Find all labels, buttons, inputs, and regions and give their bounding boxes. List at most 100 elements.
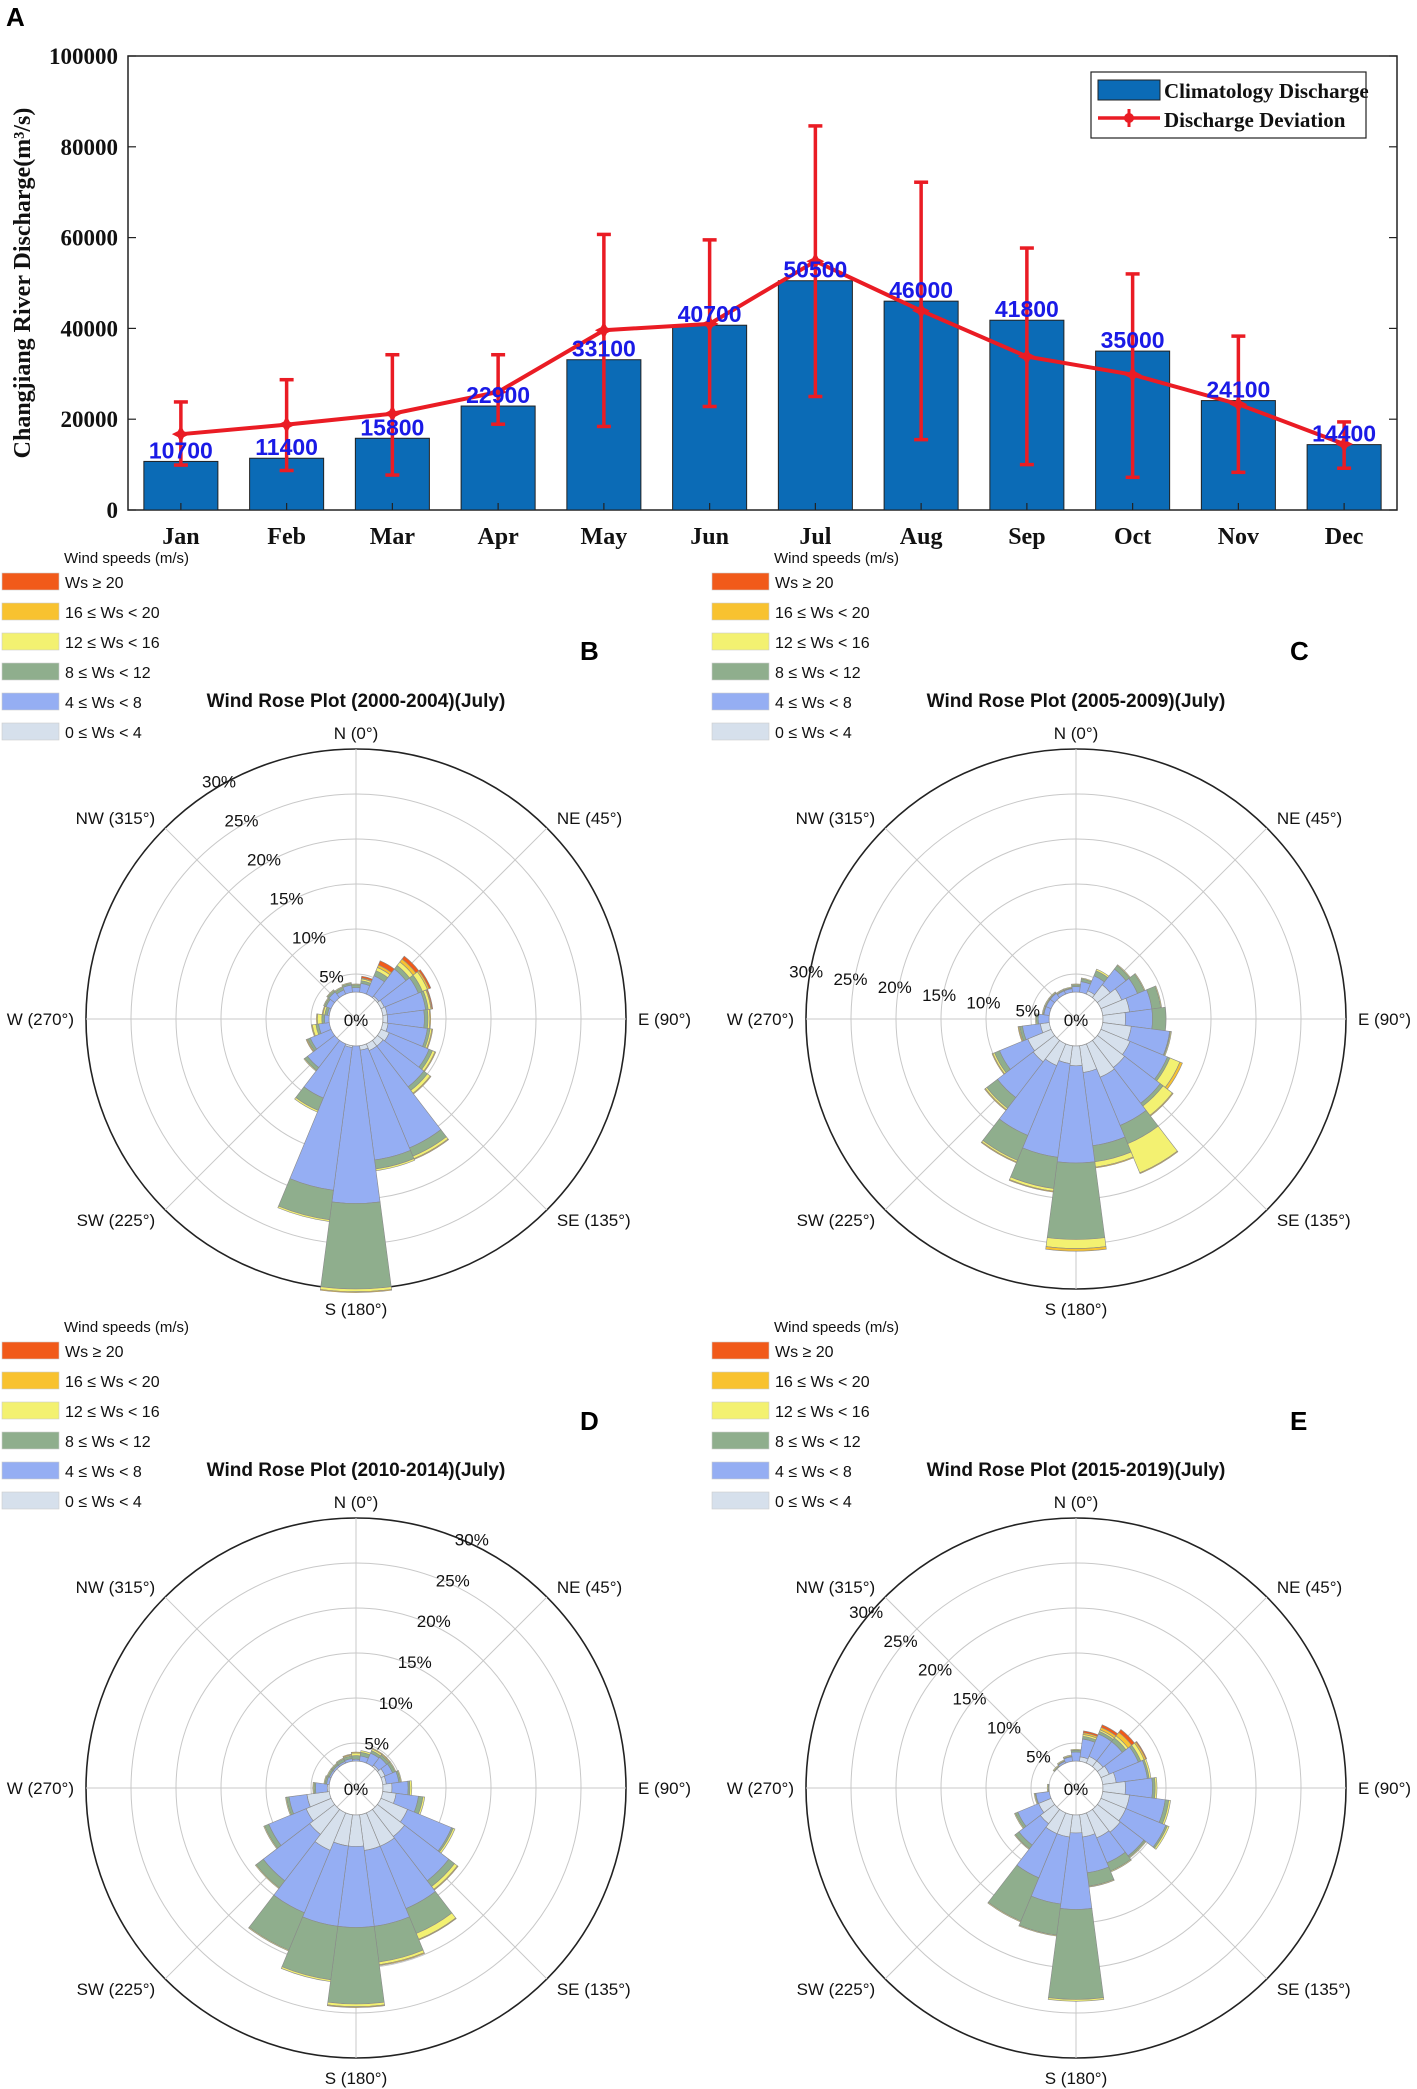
deviation-marker xyxy=(1229,395,1248,414)
deviation-marker xyxy=(1017,347,1036,366)
compass-label: S (180°) xyxy=(1045,2069,1108,2088)
x-tick-label: Nov xyxy=(1218,524,1259,550)
compass-label: N (0°) xyxy=(334,724,379,743)
bar-value-label: 41800 xyxy=(995,296,1059,322)
legend-label: Ws ≥ 20 xyxy=(65,1344,124,1361)
legend-swatch xyxy=(1,692,60,711)
legend-swatch xyxy=(1,632,60,651)
legend-swatch xyxy=(711,632,770,651)
wind-sector xyxy=(324,1014,330,1024)
wind-sector xyxy=(1047,1997,1105,2002)
ring-label: 10% xyxy=(966,994,1000,1013)
bar xyxy=(1306,444,1382,511)
wind-sector xyxy=(327,2004,385,2008)
ring-label: 5% xyxy=(364,1735,389,1754)
compass-label: SE (135°) xyxy=(1277,1980,1351,1999)
legend-swatch xyxy=(711,1401,770,1420)
legend-swatch xyxy=(1,602,60,621)
compass-label: E (90°) xyxy=(1358,1010,1411,1029)
legend-title: Wind speeds (m/s) xyxy=(64,550,189,567)
legend-label: 12 ≤ Ws < 16 xyxy=(65,635,160,652)
wind-rose-panel-b: Wind speeds (m/s) Ws ≥ 20 16 ≤ Ws < 20 12 ≤… xyxy=(1,550,691,1319)
panel-letter-c: C xyxy=(1290,636,1309,666)
deviation-marker xyxy=(700,314,719,333)
x-tick-label: Jul xyxy=(799,524,831,550)
wind-sector xyxy=(351,1755,361,1760)
compass-label: E (90°) xyxy=(638,1010,691,1029)
legend-label: 8 ≤ Ws < 12 xyxy=(65,1434,151,1451)
legend-label: 12 ≤ Ws < 16 xyxy=(775,635,870,652)
wind-sector xyxy=(984,1088,1007,1111)
compass-label: SW (225°) xyxy=(797,1211,876,1230)
compass-label: NW (315°) xyxy=(796,1578,876,1597)
wind-sector xyxy=(1014,1812,1025,1829)
ring-label: 10% xyxy=(379,1694,413,1713)
compass-label: N (0°) xyxy=(1054,1493,1099,1512)
legend-swatch xyxy=(1,572,60,591)
legend-title: Wind speeds (m/s) xyxy=(774,1319,899,1336)
compass-label: SW (225°) xyxy=(797,1980,876,1999)
legend-label: 8 ≤ Ws < 12 xyxy=(65,665,151,682)
wind-sector xyxy=(351,987,361,993)
compass-label: W (270°) xyxy=(727,1010,794,1029)
wind-speed-legend: Wind speeds (m/s) Ws ≥ 20 16 ≤ Ws < 20 12 ≤… xyxy=(711,1319,899,1511)
compass-label: W (270°) xyxy=(727,1779,794,1798)
ring-label: 20% xyxy=(878,978,912,997)
wind-sector xyxy=(382,1782,393,1794)
compass-label: NW (315°) xyxy=(796,809,876,828)
wind-sector xyxy=(1062,1754,1073,1759)
wind-sector xyxy=(311,1024,316,1037)
ring-label: 10% xyxy=(987,1719,1021,1738)
legend-label: 0 ≤ Ws < 4 xyxy=(65,1494,142,1511)
ring-label: 30% xyxy=(202,773,236,792)
bar-value-label: 33100 xyxy=(572,336,636,362)
deviation-marker xyxy=(594,321,613,340)
ring-label: 20% xyxy=(918,1661,952,1680)
compass-label: SW (225°) xyxy=(77,1211,156,1230)
wind-sector xyxy=(418,969,432,990)
compass-label: NE (45°) xyxy=(1277,809,1342,828)
wind-speed-legend: Wind speeds (m/s) Ws ≥ 20 16 ≤ Ws < 20 12 ≤… xyxy=(1,1319,189,1511)
y-axis-label: Changjiang River Discharge(m³/s) xyxy=(10,108,36,459)
legend-line-marker xyxy=(1124,113,1134,123)
panel-a-chart: 0 20000 40000 60000 80000 100000 Changjiang Ri… xyxy=(10,44,1398,550)
wind-rose-panel-d: Wind speeds (m/s) Ws ≥ 20 16 ≤ Ws < 20 12 ≤… xyxy=(1,1319,691,2088)
ring-label: 25% xyxy=(884,1632,918,1651)
legend-label: Ws ≥ 20 xyxy=(775,575,834,592)
wind-rose-title: Wind Rose Plot (2000-2004)(July) xyxy=(207,691,506,712)
wind-sector xyxy=(1063,986,1073,991)
x-tick-label: Sep xyxy=(1008,524,1045,550)
bar-value-label: 11400 xyxy=(255,434,318,460)
panel-letter-d: D xyxy=(580,1406,599,1436)
wind-sector xyxy=(1071,986,1081,993)
legend-swatch xyxy=(711,1431,770,1450)
wind-rose-panel-e: Wind speeds (m/s) Ws ≥ 20 16 ≤ Ws < 20 12 ≤… xyxy=(711,1319,1411,2088)
ring-label: 25% xyxy=(436,1571,470,1590)
legend-label: 4 ≤ Ws < 8 xyxy=(65,695,142,712)
wind-sector xyxy=(1139,1150,1179,1175)
wind-rose-title: Wind Rose Plot (2010-2014)(July) xyxy=(207,1460,506,1481)
polar-spoke xyxy=(884,827,1268,1211)
wind-sector xyxy=(1048,991,1057,1000)
compass-label: N (0°) xyxy=(1054,724,1099,743)
y-tick-label: 0 xyxy=(107,498,119,523)
legend-title: Wind speeds (m/s) xyxy=(774,550,899,567)
legend-swatch xyxy=(1,1401,60,1420)
wind-sector xyxy=(316,1013,323,1025)
wind-sector xyxy=(1071,983,1081,986)
wind-sector xyxy=(351,984,361,989)
bar-value-label: 50500 xyxy=(783,257,847,283)
wind-sector xyxy=(321,1014,326,1024)
wind-sector xyxy=(277,1205,330,1222)
wind-rose-panel-c: Wind speeds (m/s) Ws ≥ 20 16 ≤ Ws < 20 12 ≤… xyxy=(711,550,1411,1319)
plot-frame xyxy=(127,55,1398,511)
x-tick-label: Jun xyxy=(690,524,729,550)
wind-rose-title: Wind Rose Plot (2005-2009)(July) xyxy=(927,691,1226,712)
compass-label: N (0°) xyxy=(334,1493,379,1512)
center-label: 0% xyxy=(344,1780,369,1799)
ring-label: 15% xyxy=(398,1653,432,1672)
compass-label: SE (135°) xyxy=(557,1980,631,1999)
wind-sector xyxy=(1070,1751,1082,1762)
legend-swatch xyxy=(1,662,60,681)
